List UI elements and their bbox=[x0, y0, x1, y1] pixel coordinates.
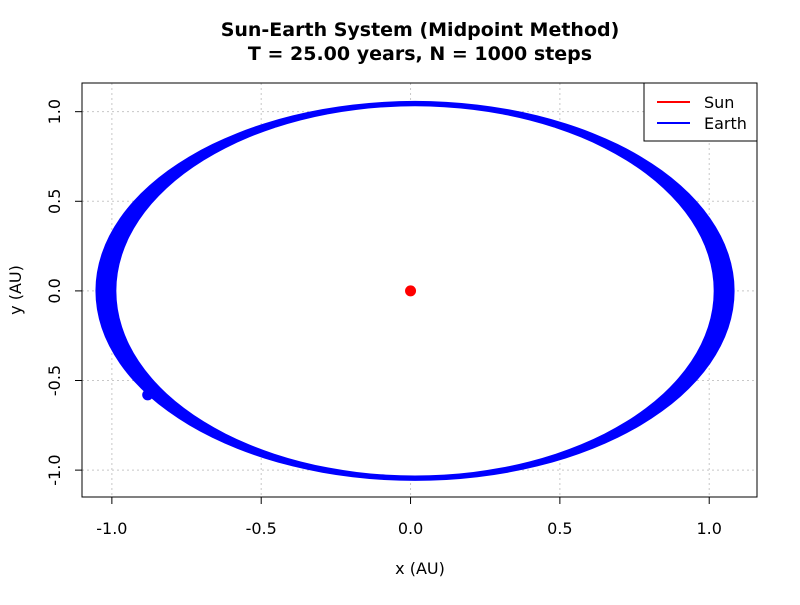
legend-sun-label: Sun bbox=[704, 93, 734, 112]
x-tick-label: -1.0 bbox=[96, 519, 127, 538]
legend-box bbox=[643, 82, 758, 142]
y-axis-label: y (AU) bbox=[6, 265, 25, 315]
y-tick-label: 0.0 bbox=[45, 278, 64, 303]
x-tick-label: -0.5 bbox=[246, 519, 277, 538]
sun-point bbox=[405, 285, 417, 297]
data-layer bbox=[95, 100, 735, 481]
y-tick-label: -1.0 bbox=[45, 455, 64, 486]
x-tick-label: 0.5 bbox=[547, 519, 572, 538]
x-tick-label: 1.0 bbox=[696, 519, 721, 538]
y-tick-label: 0.5 bbox=[45, 189, 64, 214]
axes: -1.0 -0.5 0.0 0.5 1.0 -1.0 -0.5 0.0 0.5 1.0 bbox=[45, 82, 758, 538]
y-tick-label: 1.0 bbox=[45, 99, 64, 124]
x-axis-label: x (AU) bbox=[395, 559, 445, 578]
legend: Sun Earth bbox=[643, 82, 758, 142]
chart-title: Sun-Earth System (Midpoint Method) bbox=[221, 19, 620, 41]
x-tick-label: 0.0 bbox=[398, 519, 423, 538]
y-tick-label: -0.5 bbox=[45, 365, 64, 396]
chart-subtitle: T = 25.00 years, N = 1000 steps bbox=[248, 43, 592, 65]
earth-final-point bbox=[142, 389, 154, 401]
legend-earth-label: Earth bbox=[704, 114, 747, 133]
plot-frame bbox=[81, 82, 758, 498]
